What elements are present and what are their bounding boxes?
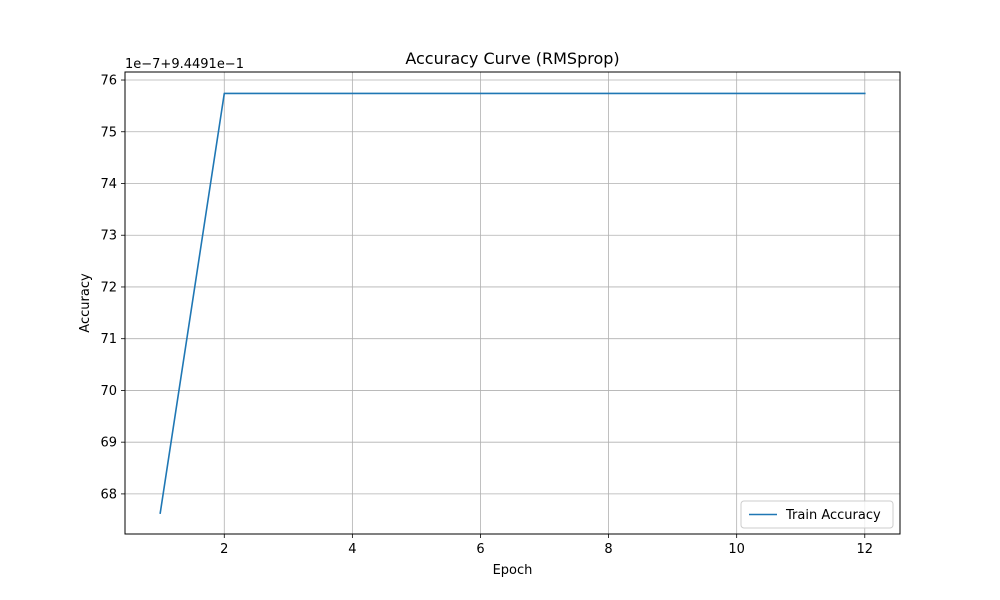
y-tick-label: 70 <box>100 384 117 399</box>
y-tick-label: 69 <box>100 436 117 451</box>
x-tick-label: 10 <box>728 542 745 557</box>
legend: Train Accuracy <box>740 500 894 529</box>
y-tick-label: 68 <box>100 487 117 502</box>
x-tick-label: 8 <box>604 542 612 557</box>
x-axis-label: Epoch <box>493 563 533 578</box>
x-tick-label: 2 <box>220 542 228 557</box>
legend-label-train-accuracy: Train Accuracy <box>785 508 881 523</box>
y-tick-label: 76 <box>100 74 117 89</box>
y-tick-label: 71 <box>100 332 117 347</box>
x-tick-label: 6 <box>476 542 484 557</box>
x-tick-label: 12 <box>856 542 873 557</box>
y-axis-label: Accuracy <box>78 273 93 333</box>
plot-frame <box>124 71 901 535</box>
y-tick-label: 74 <box>100 177 117 192</box>
legend-frame <box>740 500 894 529</box>
series-line-train-accuracy <box>159 92 866 514</box>
y-tick-label: 75 <box>100 125 117 140</box>
series-lines <box>159 92 866 514</box>
y-tick-label: 73 <box>100 229 117 244</box>
chart-title: Accuracy Curve (RMSprop) <box>405 49 619 68</box>
y-axis-offset-label: 1e−7+9.4491e−1 <box>125 57 244 72</box>
y-tick-label: 72 <box>100 280 117 295</box>
plot-area <box>125 72 900 534</box>
x-tick-label: 4 <box>348 542 356 557</box>
grid <box>125 72 900 534</box>
